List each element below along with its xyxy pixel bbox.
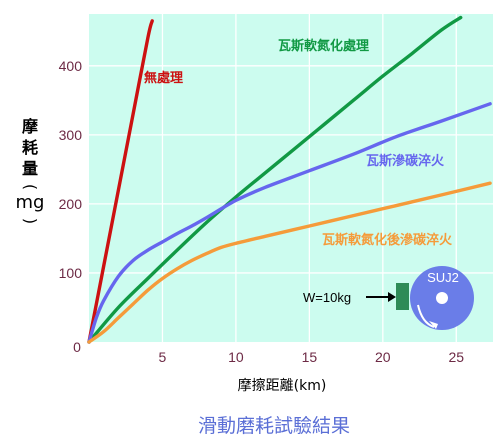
y-axis-label-char-1: 耗 [22,138,38,157]
y-axis-label-char-5: ) [21,218,40,224]
series-label-0: 無處理 [144,70,183,86]
test-setup-illustration: W=10kg SUJ2 [303,266,474,330]
chart-title: 滑動磨耗試驗結果 [198,415,350,437]
y-tick-label-2: 200 [59,196,83,212]
rotation-arrow-head-icon [429,321,438,329]
y-axis-label-char-2: 量 [22,159,38,178]
test-block [396,283,409,310]
x-axis-label: 摩擦距離(km) [238,377,327,394]
plot-area [89,14,493,342]
series-lines [87,15,492,344]
series-labels: 無處理 瓦斯軟氮化處理 瓦斯滲碳淬火 瓦斯軟氮化後滲碳淬火 [144,38,453,248]
x-tick-label-3: 15 [302,349,318,365]
series-line-0 [87,19,154,344]
disk-label: SUJ2 [427,270,459,285]
x-tick-label-5: 25 [448,349,464,365]
series-label-1: 瓦斯軟氮化處理 [278,38,369,54]
x-tick-label-2: 10 [228,349,244,365]
load-arrow-head-icon [388,292,396,302]
series-label-2: 瓦斯滲碳淬火 [366,153,445,169]
x-tick-label-1: 5 [159,349,167,365]
load-label: W=10kg [303,290,351,305]
y-axis-label-char-4: mg [16,192,45,213]
y-tick-label-1: 100 [59,265,83,281]
y-tick-label-3: 300 [59,127,83,143]
y-axis-label-char-3: ( [21,184,40,190]
series-line-2 [87,102,492,344]
y-tick-labels: 100 200 300 400 [59,58,83,281]
y-tick-label-4: 400 [59,58,83,74]
series-line-3 [87,181,492,344]
x-tick-labels: 5 10 15 20 25 [159,349,465,365]
y-axis-label: 摩耗量 ( mg) [16,117,45,224]
series-line-1 [87,15,463,344]
rotation-arrow-icon [417,304,435,328]
x-tick-label-4: 20 [375,349,391,365]
series-label-3: 瓦斯軟氮化後滲碳淬火 [322,232,453,248]
y-axis-label-char-0: 摩 [22,117,38,136]
disk-center [436,292,448,304]
origin-label: 0 [73,339,81,355]
